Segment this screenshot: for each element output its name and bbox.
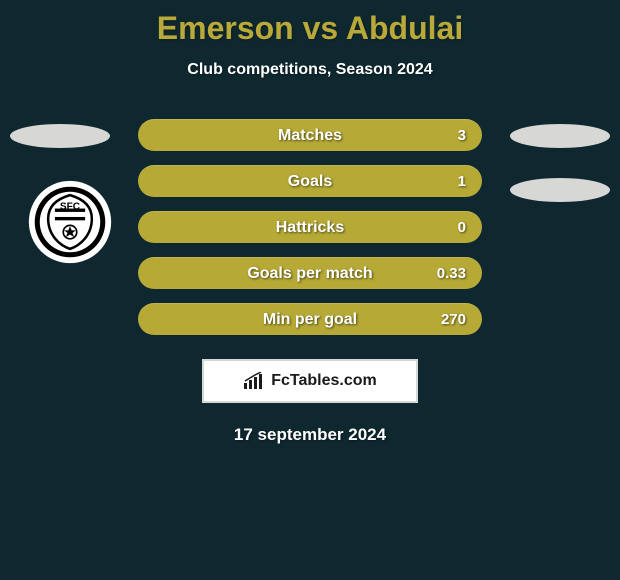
- stat-bar-goals-per-match: Goals per match 0.33: [138, 257, 482, 289]
- stat-value: 0: [426, 219, 466, 236]
- brand-box: FcTables.com: [202, 359, 418, 403]
- stat-value: 1: [426, 173, 466, 190]
- stat-bar-min-per-goal: Min per goal 270: [138, 303, 482, 335]
- club-right-placeholder: [510, 178, 610, 202]
- chart-icon: [243, 372, 265, 390]
- player-left-placeholder: [10, 124, 110, 148]
- stat-bar-matches: Matches 3: [138, 119, 482, 151]
- stat-bar-hattricks: Hattricks 0: [138, 211, 482, 243]
- stat-value: 3: [426, 127, 466, 144]
- stat-label: Goals per match: [154, 265, 426, 283]
- date-text: 17 september 2024: [0, 425, 620, 445]
- club-left-badge: SFC: [28, 180, 112, 264]
- player-right-placeholder: [510, 124, 610, 148]
- subtitle: Club competitions, Season 2024: [0, 61, 620, 79]
- club-badge-icon: SFC: [28, 180, 112, 264]
- stat-label: Hattricks: [154, 219, 426, 237]
- badge-letters: SFC: [60, 201, 80, 212]
- stat-value: 270: [426, 311, 466, 328]
- brand-text: FcTables.com: [271, 372, 377, 390]
- stat-value: 0.33: [426, 265, 466, 282]
- stat-bar-goals: Goals 1: [138, 165, 482, 197]
- page-title: Emerson vs Abdulai: [0, 0, 620, 47]
- stat-label: Goals: [154, 173, 426, 191]
- stat-label: Matches: [154, 127, 426, 145]
- comparison-infographic: Emerson vs Abdulai Club competitions, Se…: [0, 0, 620, 580]
- stat-label: Min per goal: [154, 311, 426, 329]
